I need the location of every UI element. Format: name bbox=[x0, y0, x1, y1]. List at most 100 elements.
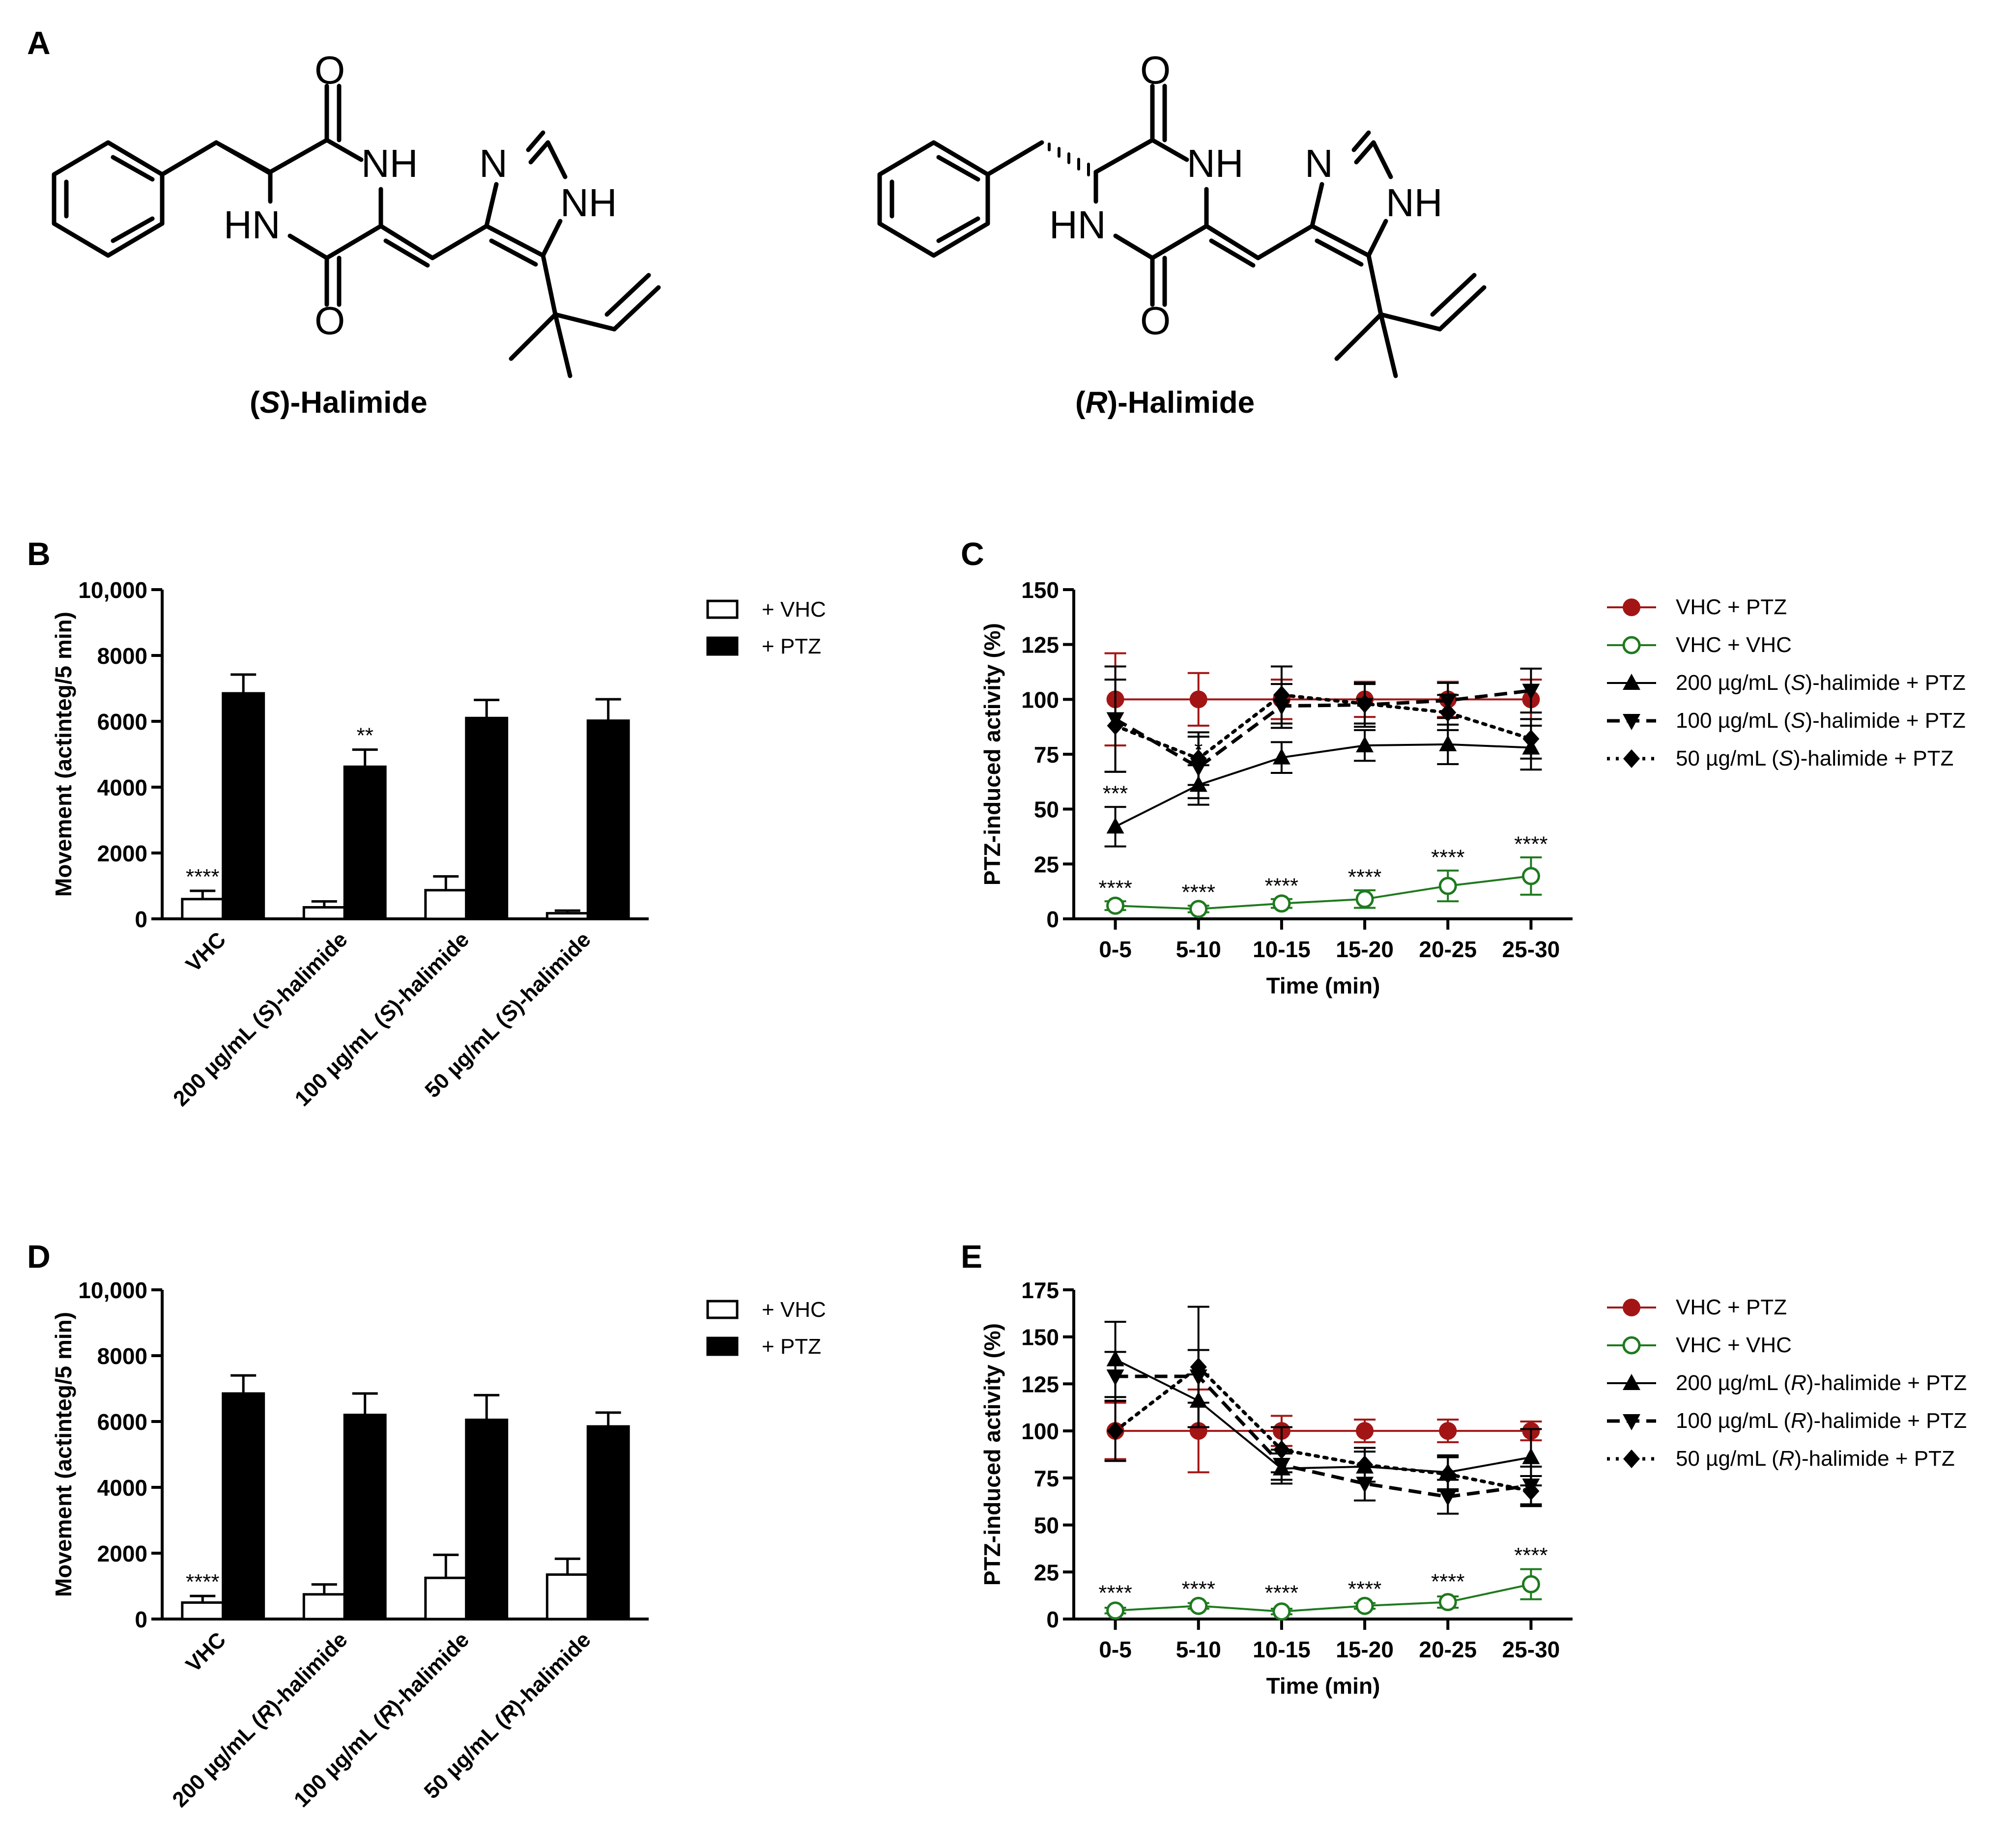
chart-b-legend-label-ptz: + PTZ bbox=[762, 634, 821, 658]
chart-c-series-200-g-ml-s-halimide-ptz bbox=[1104, 723, 1542, 848]
chart-c-point-50-g-ml-s-halimide-ptz-5 bbox=[1522, 729, 1540, 748]
chart-c-legend-marker-50-g-ml-s-halimide-ptz bbox=[1623, 749, 1640, 768]
chart-d-ytick-label-3: 6000 bbox=[97, 1409, 147, 1435]
chart-c-point-vhc-vhc-2 bbox=[1272, 894, 1291, 913]
panel-label-d: D bbox=[27, 1238, 51, 1275]
chart-d-bar-ptz-2 bbox=[465, 1419, 509, 1621]
chart-c-point-50-g-ml-s-halimide-ptz-4 bbox=[1439, 703, 1457, 722]
chart-e-point-200-g-ml-r-halimide-ptz-5 bbox=[1522, 1448, 1540, 1464]
chart-e-xtick-label-0: 0-5 bbox=[1099, 1637, 1131, 1662]
chart-e-point-vhc-vhc-2 bbox=[1272, 1602, 1291, 1621]
chart-e-point-50-g-ml-r-halimide-ptz-4 bbox=[1439, 1465, 1457, 1484]
chart-c-point-100-g-ml-s-halimide-ptz-5 bbox=[1522, 683, 1540, 700]
chart-b-legend-swatch-vhc bbox=[706, 599, 739, 619]
chart-e-ytick-label-3: 75 bbox=[1034, 1466, 1059, 1491]
chart-c-point-vhc-vhc-1 bbox=[1189, 900, 1208, 918]
chart-e-legend-label-200-g-ml-r-halimide-ptz: 200 µg/mL (R)-halimide + PTZ bbox=[1676, 1371, 1967, 1395]
chart-b-bar-vhc-2 bbox=[424, 889, 468, 920]
chart-c-legend-marker-vhc-ptz bbox=[1623, 598, 1640, 616]
chart-e-xtick-label-4: 20-25 bbox=[1419, 1637, 1477, 1662]
chart-c-line-50-g-ml-s-halimide-ptz bbox=[1114, 693, 1533, 761]
chart-e-line-vhc-vhc bbox=[1115, 1583, 1531, 1613]
chart-e-point-vhc-vhc-5 bbox=[1521, 1575, 1540, 1593]
chart-c-point-vhc-vhc-3 bbox=[1355, 890, 1374, 909]
chart-c-point-50-g-ml-s-halimide-ptz-2 bbox=[1273, 685, 1290, 705]
chart-c-significance-0: *** bbox=[1103, 782, 1128, 806]
chart-e-legend-marker-vhc-vhc bbox=[1622, 1336, 1641, 1355]
atom-r-nh2: NH bbox=[1386, 181, 1443, 225]
atom-r-hn: HN bbox=[1049, 203, 1106, 247]
chart-b-bar-ptz-3 bbox=[586, 719, 630, 920]
chart-b-ytick-label-0: 0 bbox=[135, 907, 147, 932]
chart-e-legend-label-vhc-ptz: VHC + PTZ bbox=[1676, 1295, 1787, 1319]
chart-d-bar-vhc-1 bbox=[302, 1593, 346, 1621]
chart-b-legend-swatch-ptz bbox=[706, 636, 739, 656]
chart-e-ytick-label-7: 175 bbox=[1021, 1278, 1059, 1303]
chart-c-line-200-g-ml-s-halimide-ptz bbox=[1115, 743, 1531, 828]
chart-c-ytick-label-1: 25 bbox=[1034, 852, 1059, 877]
chart-c-series-100-g-ml-s-halimide-ptz bbox=[1104, 665, 1542, 799]
chart-e-xlabel: Time (min) bbox=[1266, 1673, 1380, 1699]
chart-c-xtick-label-5: 25-30 bbox=[1502, 937, 1560, 962]
chart-d-legend-swatch-vhc bbox=[706, 1300, 739, 1319]
chart-c-legend-marker-100-g-ml-s-halimide-ptz bbox=[1623, 714, 1640, 730]
chart-b-ytick-label-2: 4000 bbox=[97, 775, 147, 800]
chart-c-point-200-g-ml-s-halimide-ptz-4 bbox=[1439, 735, 1457, 751]
chart-e-series-vhc-vhc bbox=[1104, 1568, 1542, 1621]
chart-c-ytick-label-2: 50 bbox=[1034, 797, 1059, 823]
structure-r-halimide bbox=[877, 84, 1487, 378]
chart-c-significance-3: **** bbox=[1182, 881, 1216, 905]
atom-s-n: N bbox=[479, 142, 508, 185]
chart-e-legend-marker-200-g-ml-r-halimide-ptz bbox=[1623, 1374, 1640, 1390]
atom-s-hn: HN bbox=[224, 203, 281, 247]
chart-e-point-vhc-vhc-0 bbox=[1106, 1601, 1125, 1620]
chart-e-xtick-label-1: 5-10 bbox=[1176, 1637, 1221, 1662]
chart-c-xtick-label-2: 10-15 bbox=[1253, 937, 1311, 962]
chart-c-point-50-g-ml-s-halimide-ptz-0 bbox=[1107, 716, 1124, 735]
chart-d-ytick-label-1: 2000 bbox=[97, 1541, 147, 1566]
chart-e-point-100-g-ml-r-halimide-ptz-4 bbox=[1439, 1490, 1457, 1507]
chart-b-bar-ptz-2 bbox=[465, 716, 509, 920]
chart-e-ytick-label-2: 50 bbox=[1034, 1513, 1059, 1538]
chart-c-legend-label-50-g-ml-s-halimide-ptz: 50 µg/mL (S)-halimide + PTZ bbox=[1676, 746, 1953, 770]
chart-e-point-vhc-vhc-3 bbox=[1355, 1596, 1374, 1615]
chart-c-xlabel: Time (min) bbox=[1266, 973, 1380, 998]
chart-b-ytick-label-5: 10,000 bbox=[78, 577, 147, 603]
chart-e-point-50-g-ml-r-halimide-ptz-3 bbox=[1356, 1455, 1374, 1475]
chart-e-point-vhc-vhc-4 bbox=[1438, 1593, 1457, 1612]
chart-c-point-50-g-ml-s-halimide-ptz-3 bbox=[1356, 694, 1374, 713]
chart-d-bar-vhc-2 bbox=[424, 1576, 468, 1621]
chart-d-ytick-label-0: 0 bbox=[135, 1607, 147, 1632]
atom-s-nh1: NH bbox=[361, 142, 418, 185]
chart-e-point-50-g-ml-r-halimide-ptz-0 bbox=[1107, 1422, 1124, 1441]
atom-r-o2: O bbox=[1140, 299, 1171, 342]
chart-b-significance-0: **** bbox=[186, 865, 220, 889]
chart-e-point-50-g-ml-r-halimide-ptz-5 bbox=[1522, 1481, 1540, 1501]
chart-b-category-label-0: VHC bbox=[181, 927, 230, 976]
chart-c-legend-label-100-g-ml-s-halimide-ptz: 100 µg/mL (S)-halimide + PTZ bbox=[1676, 709, 1966, 733]
chart-c-legend-marker-vhc-vhc bbox=[1622, 636, 1641, 654]
chart-e-ytick-label-0: 0 bbox=[1046, 1607, 1059, 1632]
chart-d-legend-swatch-ptz bbox=[706, 1336, 739, 1356]
chart-e-point-vhc-ptz-4 bbox=[1439, 1422, 1457, 1440]
chart-e-line-100-g-ml-r-halimide-ptz bbox=[1115, 1374, 1531, 1499]
chart-d-significance-0: **** bbox=[186, 1570, 220, 1594]
chart-b-ytick-label-4: 8000 bbox=[97, 643, 147, 669]
panel-label-b: B bbox=[27, 536, 51, 572]
chart-c-xtick-label-4: 20-25 bbox=[1419, 937, 1477, 962]
chart-b-bar-ptz-0 bbox=[222, 692, 265, 920]
chart-e-xtick-label-2: 10-15 bbox=[1253, 1637, 1311, 1662]
chart-e-significance-5: **** bbox=[1514, 1543, 1548, 1567]
chart-e-ytick-label-6: 150 bbox=[1021, 1325, 1059, 1350]
chart-c-point-200-g-ml-s-halimide-ptz-0 bbox=[1106, 817, 1124, 834]
chart-e-series-vhc-ptz bbox=[1104, 1388, 1542, 1474]
chart-d-legend-label-ptz: + PTZ bbox=[762, 1335, 821, 1359]
chart-e-ytick-label-5: 125 bbox=[1021, 1371, 1059, 1397]
chart-c-significance-5: **** bbox=[1348, 865, 1382, 889]
chart-c-significance-1: * bbox=[1194, 738, 1203, 762]
chart-c-significance-7: **** bbox=[1514, 832, 1548, 856]
chart-e-series-200-g-ml-r-halimide-ptz bbox=[1104, 1321, 1542, 1490]
chart-e-ytick-label-4: 100 bbox=[1021, 1419, 1059, 1444]
chart-c-ytick-label-4: 100 bbox=[1021, 687, 1059, 712]
